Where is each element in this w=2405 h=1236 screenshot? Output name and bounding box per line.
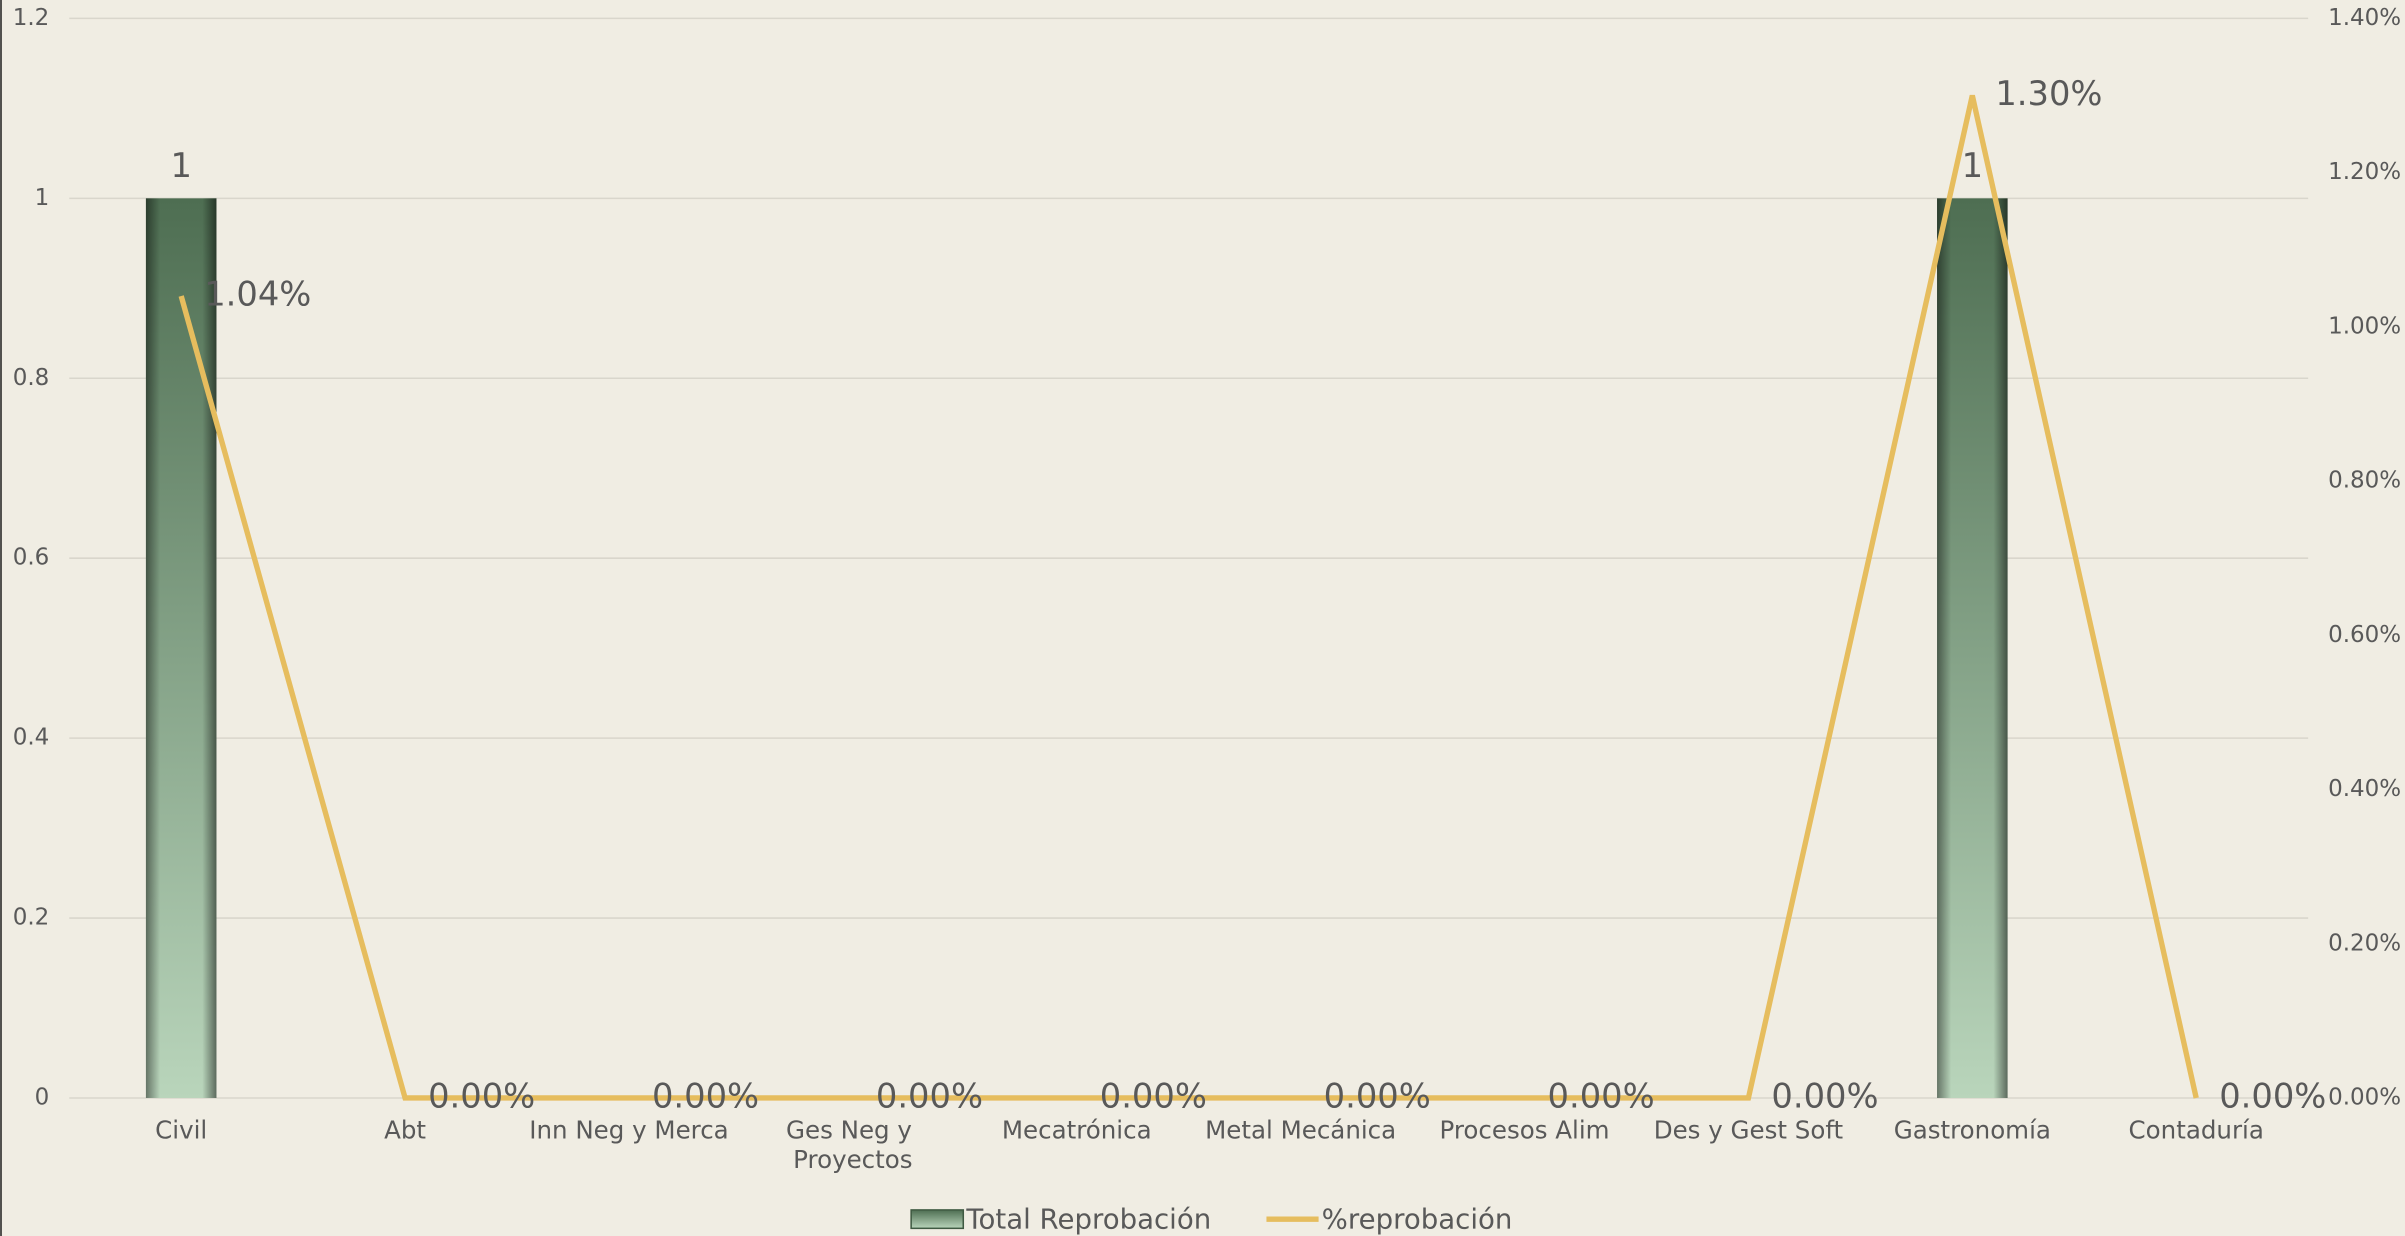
line (178, 94, 2199, 1101)
line-value-label: 0.00% (1100, 1076, 1207, 1115)
legend-swatch (910, 1209, 965, 1230)
y-tick-label: 0.8 (13, 365, 50, 391)
x-tick-label: Inn Neg y Merca (529, 1116, 728, 1145)
x-tick-label: Procesos Alim (1439, 1116, 1609, 1145)
bar-shade (1937, 198, 2008, 1098)
x-tick-label-line: Proyectos (793, 1145, 912, 1174)
x-tick-label: Gastronomía (1894, 1116, 2051, 1145)
y2-tick-label: 1.20% (2328, 159, 2401, 185)
line-value-label: 1.04% (204, 275, 311, 314)
line-value-label: 0.00% (876, 1076, 983, 1115)
bar-shade (145, 198, 217, 1098)
line-value-label: 0.00% (1548, 1076, 1655, 1115)
y2-tick-label: 0.40% (2328, 776, 2401, 802)
y2-tick-label: 0.60% (2328, 622, 2401, 648)
bar-value-label: 1 (170, 146, 191, 185)
line-value-label: 1.30% (1995, 74, 2102, 113)
x-tick-label: Abt (384, 1116, 426, 1145)
x-tick-label: Contaduría (2129, 1116, 2264, 1145)
y-tick-label: 0.2 (13, 905, 50, 931)
line-value-label: 0.00% (2219, 1076, 2326, 1115)
line-value-label: 0.00% (1771, 1076, 1878, 1115)
x-tick-label-line: Ges Neg y (786, 1116, 920, 1145)
y-tick-label: 0.6 (13, 545, 50, 571)
legend-label: Total Reprobación (965, 1203, 1211, 1236)
y-tick-label: 0 (35, 1084, 50, 1110)
y2-tick-label: 0.20% (2328, 930, 2401, 956)
line-value-label: 0.00% (428, 1076, 535, 1115)
x-tick-label: Civil (155, 1116, 207, 1145)
x-tick-label: Ges Neg y Proyectos (786, 1116, 920, 1174)
line-value-label: 0.00% (652, 1076, 759, 1115)
x-tick-label: Des y Gest Soft (1654, 1116, 1844, 1145)
y-tick-label: 1.2 (13, 5, 50, 31)
y2-tick-label: 1.40% (2328, 5, 2401, 31)
legend-label: %reprobación (1322, 1203, 1513, 1236)
y2-tick-label: 1.00% (2328, 313, 2401, 339)
x-tick-label: Metal Mecánica (1205, 1116, 1396, 1145)
bar-value-label: 1 (1962, 146, 1983, 185)
y-tick-label: 0.4 (13, 725, 50, 751)
y2-tick-label: 0.80% (2328, 468, 2401, 494)
x-tick-label: Mecatrónica (1002, 1116, 1152, 1145)
y-tick-label: 1 (35, 185, 50, 211)
y2-tick-label: 0.00% (2328, 1084, 2401, 1110)
line-value-label: 0.00% (1324, 1076, 1431, 1115)
